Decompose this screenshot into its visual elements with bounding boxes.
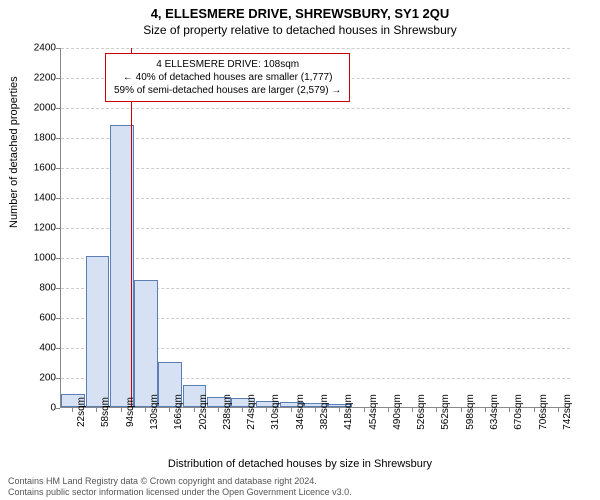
histogram-bar <box>134 280 158 408</box>
gridline-h <box>61 168 570 169</box>
x-tick-label: 346sqm <box>295 394 306 430</box>
y-tick-mark <box>56 138 60 139</box>
y-tick-label: 800 <box>16 283 56 294</box>
info-line-2: ← 40% of detached houses are smaller (1,… <box>114 71 341 84</box>
x-tick-mark <box>218 408 219 412</box>
y-tick-label: 1000 <box>16 253 56 264</box>
x-tick-label: 94sqm <box>125 397 136 427</box>
y-tick-label: 1800 <box>16 133 56 144</box>
y-tick-label: 1200 <box>16 223 56 234</box>
x-tick-label: 598sqm <box>465 394 476 430</box>
x-tick-label: 202sqm <box>198 394 209 430</box>
gridline-h <box>61 258 570 259</box>
y-tick-label: 0 <box>16 403 56 414</box>
x-tick-mark <box>412 408 413 412</box>
x-tick-mark <box>485 408 486 412</box>
y-tick-label: 200 <box>16 373 56 384</box>
y-tick-label: 400 <box>16 343 56 354</box>
x-tick-mark <box>558 408 559 412</box>
x-tick-label: 274sqm <box>246 394 257 430</box>
y-tick-mark <box>56 288 60 289</box>
x-tick-label: 706sqm <box>538 394 549 430</box>
y-tick-label: 2200 <box>16 73 56 84</box>
y-tick-label: 1600 <box>16 163 56 174</box>
footer-line-2: Contains public sector information licen… <box>8 487 352 498</box>
x-tick-label: 490sqm <box>392 394 403 430</box>
y-tick-label: 600 <box>16 313 56 324</box>
y-tick-mark <box>56 78 60 79</box>
x-tick-mark <box>121 408 122 412</box>
x-tick-mark <box>291 408 292 412</box>
page-subtitle: Size of property relative to detached ho… <box>0 21 600 37</box>
x-tick-mark <box>266 408 267 412</box>
chart-container: 4, ELLESMERE DRIVE, SHREWSBURY, SY1 2QU … <box>0 0 600 500</box>
info-line-1: 4 ELLESMERE DRIVE: 108sqm <box>114 58 341 71</box>
y-tick-mark <box>56 378 60 379</box>
x-tick-mark <box>145 408 146 412</box>
x-tick-label: 166sqm <box>173 394 184 430</box>
y-tick-mark <box>56 198 60 199</box>
y-tick-mark <box>56 48 60 49</box>
info-line-3: 59% of semi-detached houses are larger (… <box>114 84 341 97</box>
x-tick-mark <box>534 408 535 412</box>
x-tick-mark <box>96 408 97 412</box>
x-tick-mark <box>315 408 316 412</box>
x-tick-mark <box>388 408 389 412</box>
x-tick-mark <box>364 408 365 412</box>
y-tick-label: 1400 <box>16 193 56 204</box>
page-title: 4, ELLESMERE DRIVE, SHREWSBURY, SY1 2QU <box>0 0 600 21</box>
x-tick-label: 526sqm <box>416 394 427 430</box>
x-tick-label: 562sqm <box>440 394 451 430</box>
x-tick-mark <box>72 408 73 412</box>
gridline-h <box>61 138 570 139</box>
x-tick-mark <box>194 408 195 412</box>
histogram-bar <box>86 256 110 408</box>
y-tick-mark <box>56 408 60 409</box>
y-tick-mark <box>56 348 60 349</box>
x-tick-mark <box>339 408 340 412</box>
x-tick-label: 22sqm <box>76 397 87 427</box>
x-tick-mark <box>461 408 462 412</box>
x-tick-label: 634sqm <box>489 394 500 430</box>
x-tick-label: 58sqm <box>100 397 111 427</box>
y-tick-mark <box>56 228 60 229</box>
histogram-bar <box>110 125 134 407</box>
x-tick-mark <box>169 408 170 412</box>
x-tick-label: 130sqm <box>149 394 160 430</box>
info-box: 4 ELLESMERE DRIVE: 108sqm ← 40% of detac… <box>105 53 350 102</box>
y-tick-mark <box>56 258 60 259</box>
x-tick-label: 310sqm <box>270 394 281 430</box>
gridline-h <box>61 228 570 229</box>
x-tick-label: 238sqm <box>222 394 233 430</box>
chart-plot-area <box>60 48 570 408</box>
attribution-footer: Contains HM Land Registry data © Crown c… <box>8 476 352 498</box>
y-tick-label: 2400 <box>16 43 56 54</box>
y-axis-label: Number of detached properties <box>8 76 20 228</box>
gridline-h <box>61 198 570 199</box>
y-tick-mark <box>56 318 60 319</box>
x-tick-mark <box>509 408 510 412</box>
x-tick-mark <box>436 408 437 412</box>
x-tick-label: 670sqm <box>513 394 524 430</box>
x-tick-label: 742sqm <box>562 394 573 430</box>
x-tick-label: 454sqm <box>368 394 379 430</box>
y-tick-label: 2000 <box>16 103 56 114</box>
x-tick-label: 418sqm <box>343 394 354 430</box>
gridline-h <box>61 108 570 109</box>
x-tick-mark <box>242 408 243 412</box>
y-tick-mark <box>56 108 60 109</box>
x-tick-label: 382sqm <box>319 394 330 430</box>
gridline-h <box>61 48 570 49</box>
x-axis-label: Distribution of detached houses by size … <box>0 458 600 470</box>
y-tick-mark <box>56 168 60 169</box>
footer-line-1: Contains HM Land Registry data © Crown c… <box>8 476 352 487</box>
